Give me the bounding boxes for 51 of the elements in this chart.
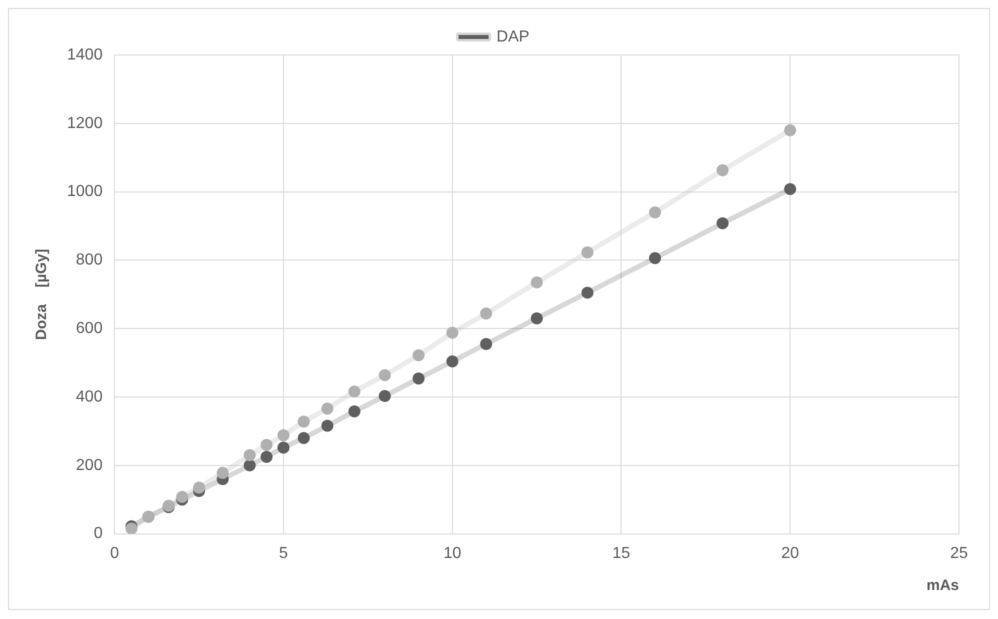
point xyxy=(298,416,310,428)
point xyxy=(193,482,206,494)
point xyxy=(260,438,273,451)
x-tick-label: 5 xyxy=(279,544,288,562)
point xyxy=(716,164,729,176)
point xyxy=(277,442,290,454)
point xyxy=(649,206,662,218)
y-tick-label: 200 xyxy=(76,456,103,474)
point xyxy=(480,338,492,350)
point xyxy=(298,432,310,444)
point xyxy=(530,276,543,288)
point xyxy=(244,449,256,462)
point xyxy=(581,246,594,258)
point xyxy=(348,405,360,418)
y-tick-label: 800 xyxy=(76,252,103,269)
point xyxy=(277,429,290,442)
legend-label: DAP xyxy=(496,28,530,46)
point xyxy=(784,183,796,196)
point xyxy=(784,124,796,136)
point xyxy=(412,372,425,385)
y-tick-label: 1200 xyxy=(67,114,103,132)
point xyxy=(216,466,229,479)
x-axis-title: mAs xyxy=(926,577,959,594)
point xyxy=(581,286,594,299)
point xyxy=(446,355,458,368)
x-tick-label: 10 xyxy=(443,544,462,562)
point xyxy=(125,522,138,534)
point xyxy=(480,308,492,320)
point xyxy=(260,450,273,463)
point xyxy=(378,390,391,402)
y-tick-label: 1000 xyxy=(67,183,103,200)
y-tick-label: 1400 xyxy=(67,46,103,64)
y-axis-title: Doza [µGy] xyxy=(33,248,50,340)
point xyxy=(412,349,425,362)
point xyxy=(321,420,334,432)
point xyxy=(321,402,334,415)
x-tick-label: 15 xyxy=(612,544,630,562)
y-tick-label: 400 xyxy=(76,388,103,406)
point xyxy=(446,326,458,339)
x-tick-label: 25 xyxy=(950,544,968,562)
point xyxy=(244,459,256,472)
point xyxy=(378,369,391,382)
point xyxy=(348,386,360,398)
point xyxy=(176,490,188,503)
point xyxy=(716,217,729,230)
point xyxy=(530,312,543,324)
point xyxy=(649,252,662,264)
x-tick-label: 0 xyxy=(110,544,120,562)
y-tick-label: 0 xyxy=(94,525,103,542)
y-tick-label: 600 xyxy=(76,320,103,338)
x-tick-label: 20 xyxy=(781,544,800,562)
